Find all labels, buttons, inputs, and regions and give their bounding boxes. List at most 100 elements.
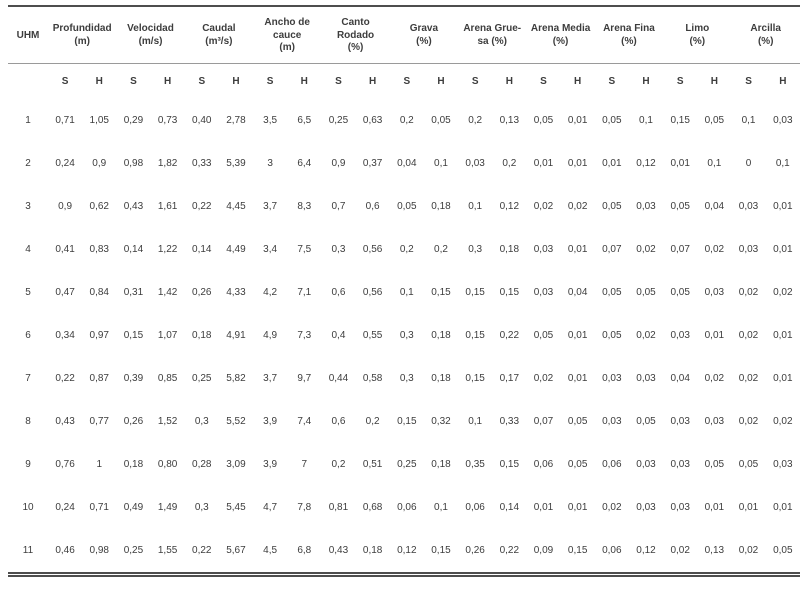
data-cell: 0,05	[670, 286, 690, 298]
data-cell: 0,03	[704, 415, 725, 427]
subheader-s-0: S	[61, 75, 69, 87]
data-cell: 0,80	[157, 458, 178, 470]
data-cell: 0,25	[123, 544, 144, 556]
uhm-cell: 10	[22, 501, 34, 513]
data-cell: 0,22	[55, 372, 75, 384]
data-cell: 0,15	[499, 458, 520, 470]
data-cell: 0,3	[194, 415, 209, 427]
data-cell: 0,03	[533, 243, 554, 255]
subheader-h-10: H	[779, 75, 787, 87]
data-cell: 2,78	[226, 114, 246, 126]
data-cell: 0,77	[89, 415, 109, 427]
data-cell: 0,1	[775, 157, 790, 169]
data-cell: 0,03	[704, 286, 725, 298]
data-cell: 0,2	[502, 157, 517, 169]
data-cell: 0,05	[670, 200, 690, 212]
data-cell: 0,62	[89, 200, 109, 212]
data-cell: 0,1	[707, 157, 722, 169]
data-cell: 0,01	[773, 501, 793, 513]
data-cell: 0,33	[499, 415, 520, 427]
data-cell: 0,01	[773, 243, 793, 255]
data-cell: 0,68	[362, 501, 383, 513]
table-row: 11 0,46 0,98 0,25 1,55 0,22 5,67 4,5 6,8 0,43 0,18…	[8, 529, 800, 572]
data-cell: 0,15	[465, 286, 485, 298]
data-cell: 0,09	[533, 544, 554, 556]
data-cell: 0,03	[602, 415, 622, 427]
data-cell: 0,05	[567, 458, 588, 470]
table-row: 4 0,41 0,83 0,14 1,22 0,14 4,49 3,4 7,5 0,3 0,56 0,…	[8, 228, 800, 271]
data-cell: 5,52	[226, 415, 246, 427]
header-group-6: Arena Grue- sa (%)	[458, 7, 527, 64]
subheader-s-9: S	[676, 75, 684, 87]
data-cell: 0,01	[773, 329, 793, 341]
uhm-cell: 11	[22, 544, 34, 556]
data-cell: 0,01	[533, 501, 554, 513]
data-cell: 0,01	[567, 157, 588, 169]
subheader-h-1: H	[163, 75, 172, 87]
data-cell: 0,1	[434, 157, 448, 169]
data-cell: 0,2	[331, 458, 346, 470]
data-cell: 0,06	[602, 458, 622, 470]
header-group-1: Velocidad (m/s)	[116, 7, 185, 64]
data-cell: 0,13	[704, 544, 725, 556]
data-cell: 0,03	[773, 114, 793, 126]
subheader-s-1: S	[130, 75, 137, 87]
data-cell: 0,2	[399, 114, 414, 126]
data-cell: 0,01	[567, 114, 588, 126]
subheader-s-10: S	[745, 75, 752, 87]
data-cell: 0,56	[362, 243, 383, 255]
data-cell: 5,67	[226, 544, 246, 556]
uhm-cell: 2	[25, 157, 31, 169]
table-row: 2 0,24 0,9 0,98 1,82 0,33 5,39 3 6,4 0,9 0,37 0,04 0…	[8, 142, 800, 185]
data-cell: 0,01	[567, 372, 588, 384]
data-cell: 0,22	[499, 544, 520, 556]
header-uhm: UHM	[8, 7, 48, 64]
data-cell: 4,45	[226, 200, 246, 212]
uhm-cell: 9	[25, 458, 31, 470]
data-cell: 0,6	[365, 200, 380, 212]
subheader-h-2: H	[232, 75, 240, 87]
data-cell: 0,05	[602, 200, 622, 212]
data-cell: 0,05	[533, 329, 554, 341]
data-cell: 0,02	[636, 243, 656, 255]
data-cell: 0,05	[704, 114, 725, 126]
header-group-row: UHM Profundidad (m) Velocidad (m/s) Caudal …	[8, 7, 800, 64]
data-cell: 7,8	[297, 501, 312, 513]
data-cell: 0,03	[773, 458, 793, 470]
data-cell: 1,55	[157, 544, 178, 556]
header-group-5: Grava (%)	[389, 7, 459, 64]
data-cell: 0,2	[399, 243, 414, 255]
header-group-4: Canto Rodado (%)	[321, 7, 390, 64]
data-cell: 0,03	[636, 372, 656, 384]
data-cell: 0,15	[670, 114, 690, 126]
data-cell: 0,13	[499, 114, 520, 126]
data-cell: 0,02	[738, 329, 759, 341]
data-cell: 0,1	[468, 415, 483, 427]
header-group-2: Caudal (m³/s)	[184, 7, 254, 64]
data-cell: 0,15	[465, 329, 485, 341]
data-cell: 0,26	[192, 286, 212, 298]
data-cell: 0,14	[123, 243, 144, 255]
data-cell: 0,6	[331, 286, 346, 298]
data-cell: 0,26	[465, 544, 485, 556]
data-cell: 4,91	[226, 329, 246, 341]
data-cell: 1,42	[157, 286, 178, 298]
data-cell: 0,22	[499, 329, 520, 341]
subheader-h-0: H	[95, 75, 103, 87]
data-cell: 0,04	[704, 200, 725, 212]
data-cell: 0,29	[123, 114, 144, 126]
header-group-8: Arena Fina (%)	[594, 7, 664, 64]
data-cell: 0,71	[89, 501, 109, 513]
data-cell: 0,14	[192, 243, 212, 255]
data-cell: 0,1	[639, 114, 653, 126]
data-cell: 0,02	[567, 200, 588, 212]
data-cell: 1,22	[157, 243, 178, 255]
data-cell: 0,18	[123, 458, 144, 470]
data-cell: 6,5	[297, 114, 312, 126]
data-cell: 0,37	[362, 157, 383, 169]
data-cell: 0,18	[431, 329, 451, 341]
uhm-cell: 7	[25, 372, 31, 384]
data-cell: 0,55	[362, 329, 383, 341]
data-cell: 0,12	[636, 544, 656, 556]
data-cell: 0,43	[55, 415, 75, 427]
